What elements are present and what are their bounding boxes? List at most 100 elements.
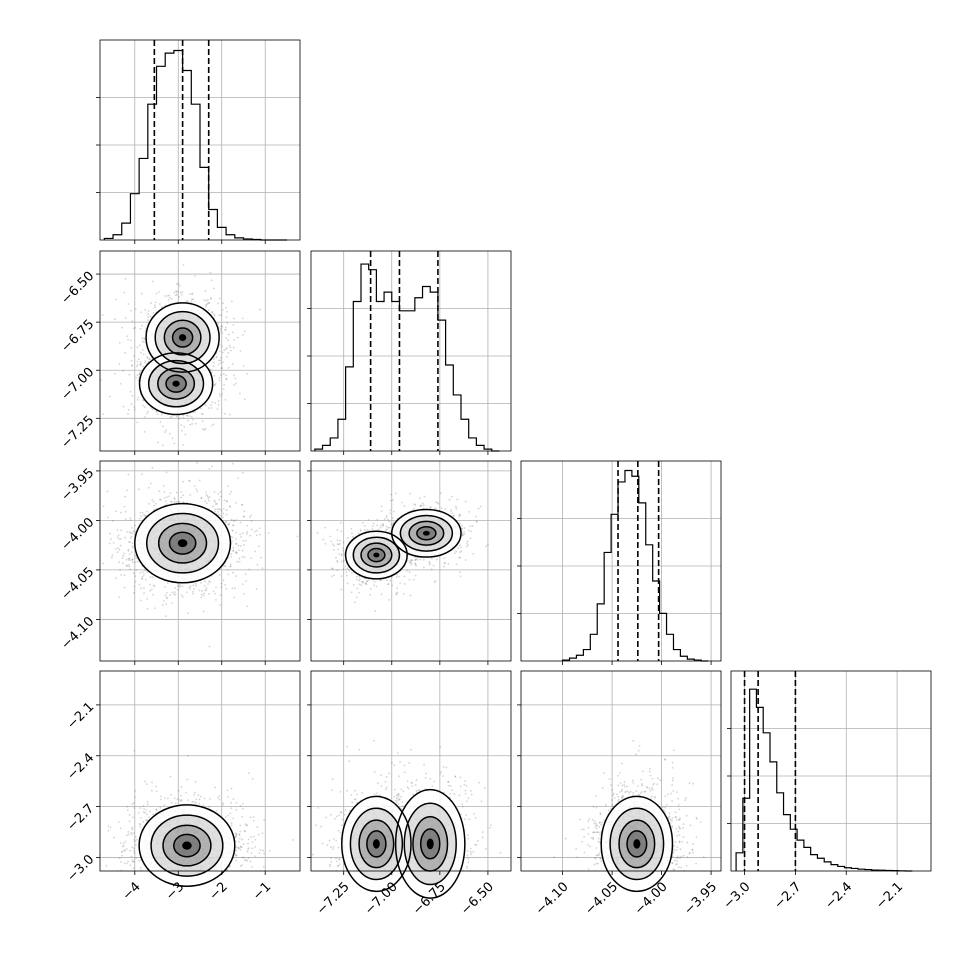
- scatter-point: [409, 492, 412, 495]
- scatter-point: [389, 579, 392, 582]
- scatter-point: [185, 591, 188, 594]
- scatter-point: [333, 549, 335, 551]
- scatter-point: [170, 297, 173, 300]
- scatter-point: [186, 414, 189, 417]
- scatter-point: [121, 326, 123, 329]
- scatter-point: [180, 424, 183, 427]
- scatter-point: [203, 797, 206, 800]
- scatter-point: [201, 895, 203, 897]
- scatter-point: [214, 510, 216, 513]
- scatter-point: [228, 493, 231, 496]
- scatter-point: [149, 874, 151, 876]
- scatter-point: [230, 553, 233, 555]
- scatter-point: [331, 567, 333, 570]
- scatter-point: [148, 358, 151, 361]
- scatter-point: [184, 433, 187, 436]
- scatter-point: [172, 593, 175, 595]
- scatter-point: [459, 551, 462, 554]
- scatter-point: [200, 407, 202, 410]
- scatter-point: [255, 534, 258, 537]
- scatter-point: [138, 373, 141, 376]
- scatter-point: [134, 326, 137, 329]
- scatter-point: [413, 578, 415, 581]
- scatter-point: [353, 601, 356, 603]
- scatter-point: [382, 525, 385, 527]
- scatter-point: [239, 349, 242, 352]
- scatter-point: [194, 422, 197, 425]
- scatter-point: [127, 549, 130, 552]
- scatter-point: [123, 586, 126, 589]
- scatter-point: [262, 866, 265, 868]
- scatter-point: [215, 503, 217, 506]
- scatter-point: [182, 416, 185, 419]
- scatter-point: [131, 558, 134, 561]
- scatter-point: [145, 412, 148, 415]
- scatter-point: [225, 500, 228, 503]
- scatter-point: [477, 507, 480, 510]
- scatter-point: [161, 603, 164, 606]
- scatter-point: [129, 559, 132, 562]
- scatter-point: [190, 298, 193, 301]
- scatter-point: [153, 927, 155, 929]
- scatter-point: [217, 359, 220, 362]
- scatter-point: [240, 503, 243, 506]
- scatter-point: [383, 518, 386, 521]
- scatter-point: [419, 558, 422, 561]
- scatter-point: [218, 344, 221, 346]
- scatter-point: [385, 516, 388, 519]
- scatter-point: [126, 530, 129, 533]
- scatter-point: [455, 507, 458, 510]
- scatter-point: [201, 413, 204, 416]
- scatter-point: [447, 562, 450, 565]
- scatter-point: [244, 539, 247, 542]
- scatter-point: [175, 283, 178, 286]
- scatter-point: [336, 561, 339, 563]
- scatter-point: [178, 500, 180, 503]
- scatter-point: [136, 398, 139, 401]
- scatter-point: [227, 339, 230, 342]
- scatter-point: [144, 361, 146, 364]
- scatter-point: [466, 544, 469, 546]
- scatter-point: [256, 563, 259, 566]
- scatter-point: [193, 274, 196, 277]
- scatter-point: [124, 518, 127, 520]
- scatter-point: [153, 306, 156, 309]
- scatter-point: [221, 345, 223, 348]
- scatter-point: [208, 593, 210, 595]
- scatter-point: [329, 535, 332, 538]
- scatter-point: [225, 520, 228, 523]
- scatter-point: [238, 560, 241, 563]
- scatter-point: [232, 331, 234, 334]
- scatter-point: [132, 530, 135, 532]
- scatter-point: [180, 490, 183, 493]
- scatter-point: [107, 829, 110, 832]
- scatter-point: [342, 541, 345, 544]
- scatter-point: [131, 561, 134, 563]
- scatter-point: [118, 363, 121, 365]
- scatter-point: [122, 554, 125, 557]
- scatter-point: [133, 749, 136, 752]
- scatter-point: [205, 502, 208, 505]
- scatter-point: [189, 494, 192, 496]
- scatter-point: [239, 533, 242, 536]
- scatter-point: [236, 336, 239, 339]
- scatter-point: [224, 329, 226, 331]
- scatter-point: [243, 859, 246, 862]
- scatter-point: [230, 300, 233, 303]
- scatter-point: [205, 299, 208, 302]
- scatter-point: [443, 557, 446, 560]
- scatter-point: [161, 885, 163, 887]
- scatter-point: [161, 306, 163, 308]
- scatter-point: [160, 498, 162, 501]
- scatter-point: [209, 404, 212, 407]
- scatter-point: [123, 552, 126, 555]
- scatter-point: [224, 326, 227, 329]
- scatter-point: [169, 492, 172, 495]
- scatter-point: [342, 547, 344, 549]
- scatter-point: [173, 496, 176, 499]
- scatter-point: [193, 485, 196, 487]
- scatter-point: [464, 559, 467, 561]
- scatter-point: [144, 514, 146, 517]
- scatter-point: [375, 585, 378, 588]
- scatter-point: [246, 524, 248, 527]
